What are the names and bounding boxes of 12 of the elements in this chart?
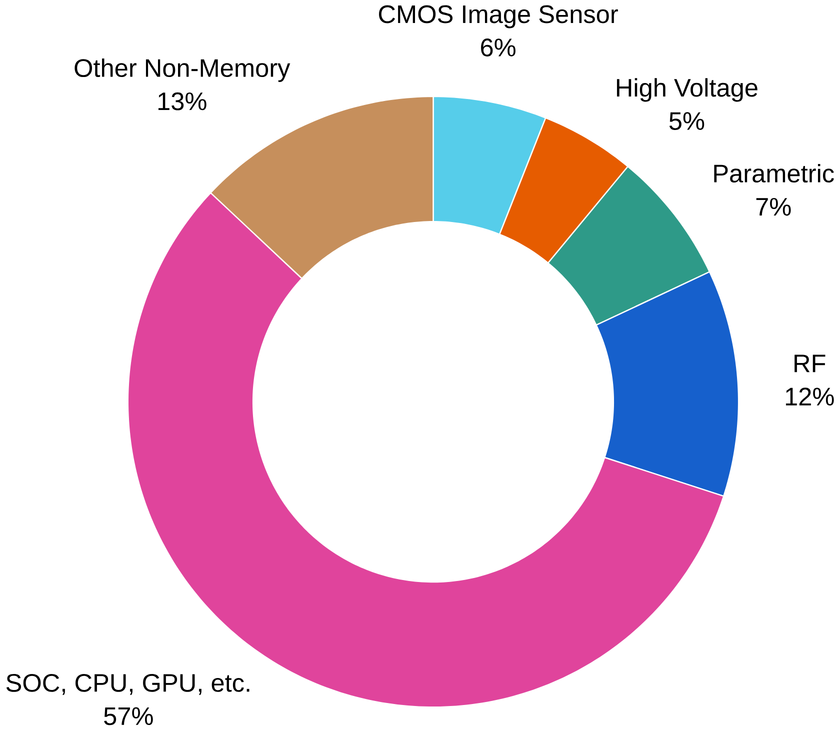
data-label: 6% [481,38,516,56]
slice-label: SOC, CPU, GPU, etc. [6,674,250,695]
data-label: 57% [104,707,153,725]
slice-label: RF [794,354,826,372]
data-label: 13% [158,92,206,110]
data-label: 7% [756,198,791,216]
data-label: 12% [786,387,834,406]
slice-label: Parametric [714,164,834,182]
slice-label: Other Non-Memory [74,58,290,82]
slice-label: High Voltage [616,78,758,102]
data-label: 5% [669,112,704,130]
slice-label: CMOS Image Sensor [378,5,618,28]
